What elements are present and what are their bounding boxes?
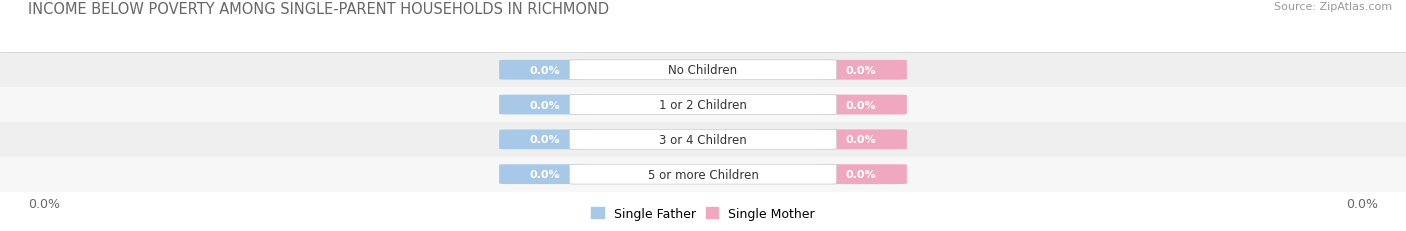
FancyBboxPatch shape xyxy=(569,61,837,80)
Text: 3 or 4 Children: 3 or 4 Children xyxy=(659,133,747,146)
FancyBboxPatch shape xyxy=(815,164,907,184)
FancyBboxPatch shape xyxy=(499,164,591,184)
FancyBboxPatch shape xyxy=(499,61,591,80)
FancyBboxPatch shape xyxy=(499,95,591,115)
FancyBboxPatch shape xyxy=(815,130,907,150)
Text: Source: ZipAtlas.com: Source: ZipAtlas.com xyxy=(1274,2,1392,12)
FancyBboxPatch shape xyxy=(815,61,907,80)
Text: 0.0%: 0.0% xyxy=(28,197,60,210)
Text: INCOME BELOW POVERTY AMONG SINGLE-PARENT HOUSEHOLDS IN RICHMOND: INCOME BELOW POVERTY AMONG SINGLE-PARENT… xyxy=(28,2,609,17)
Bar xyxy=(0,122,1406,157)
Text: 0.0%: 0.0% xyxy=(530,100,560,110)
FancyBboxPatch shape xyxy=(569,95,837,115)
Text: 0.0%: 0.0% xyxy=(1346,197,1378,210)
Text: 0.0%: 0.0% xyxy=(530,135,560,145)
Bar xyxy=(0,157,1406,192)
Text: 1 or 2 Children: 1 or 2 Children xyxy=(659,99,747,112)
Text: 0.0%: 0.0% xyxy=(530,169,560,179)
Bar xyxy=(0,53,1406,88)
Text: 0.0%: 0.0% xyxy=(530,65,560,76)
FancyBboxPatch shape xyxy=(569,164,837,184)
Text: 5 or more Children: 5 or more Children xyxy=(648,168,758,181)
FancyBboxPatch shape xyxy=(569,130,837,150)
Legend: Single Father, Single Mother: Single Father, Single Mother xyxy=(586,202,820,225)
Bar xyxy=(0,88,1406,122)
Text: 0.0%: 0.0% xyxy=(846,169,876,179)
Text: No Children: No Children xyxy=(668,64,738,77)
Text: 0.0%: 0.0% xyxy=(846,100,876,110)
FancyBboxPatch shape xyxy=(499,130,591,150)
Text: 0.0%: 0.0% xyxy=(846,65,876,76)
FancyBboxPatch shape xyxy=(815,95,907,115)
Text: 0.0%: 0.0% xyxy=(846,135,876,145)
